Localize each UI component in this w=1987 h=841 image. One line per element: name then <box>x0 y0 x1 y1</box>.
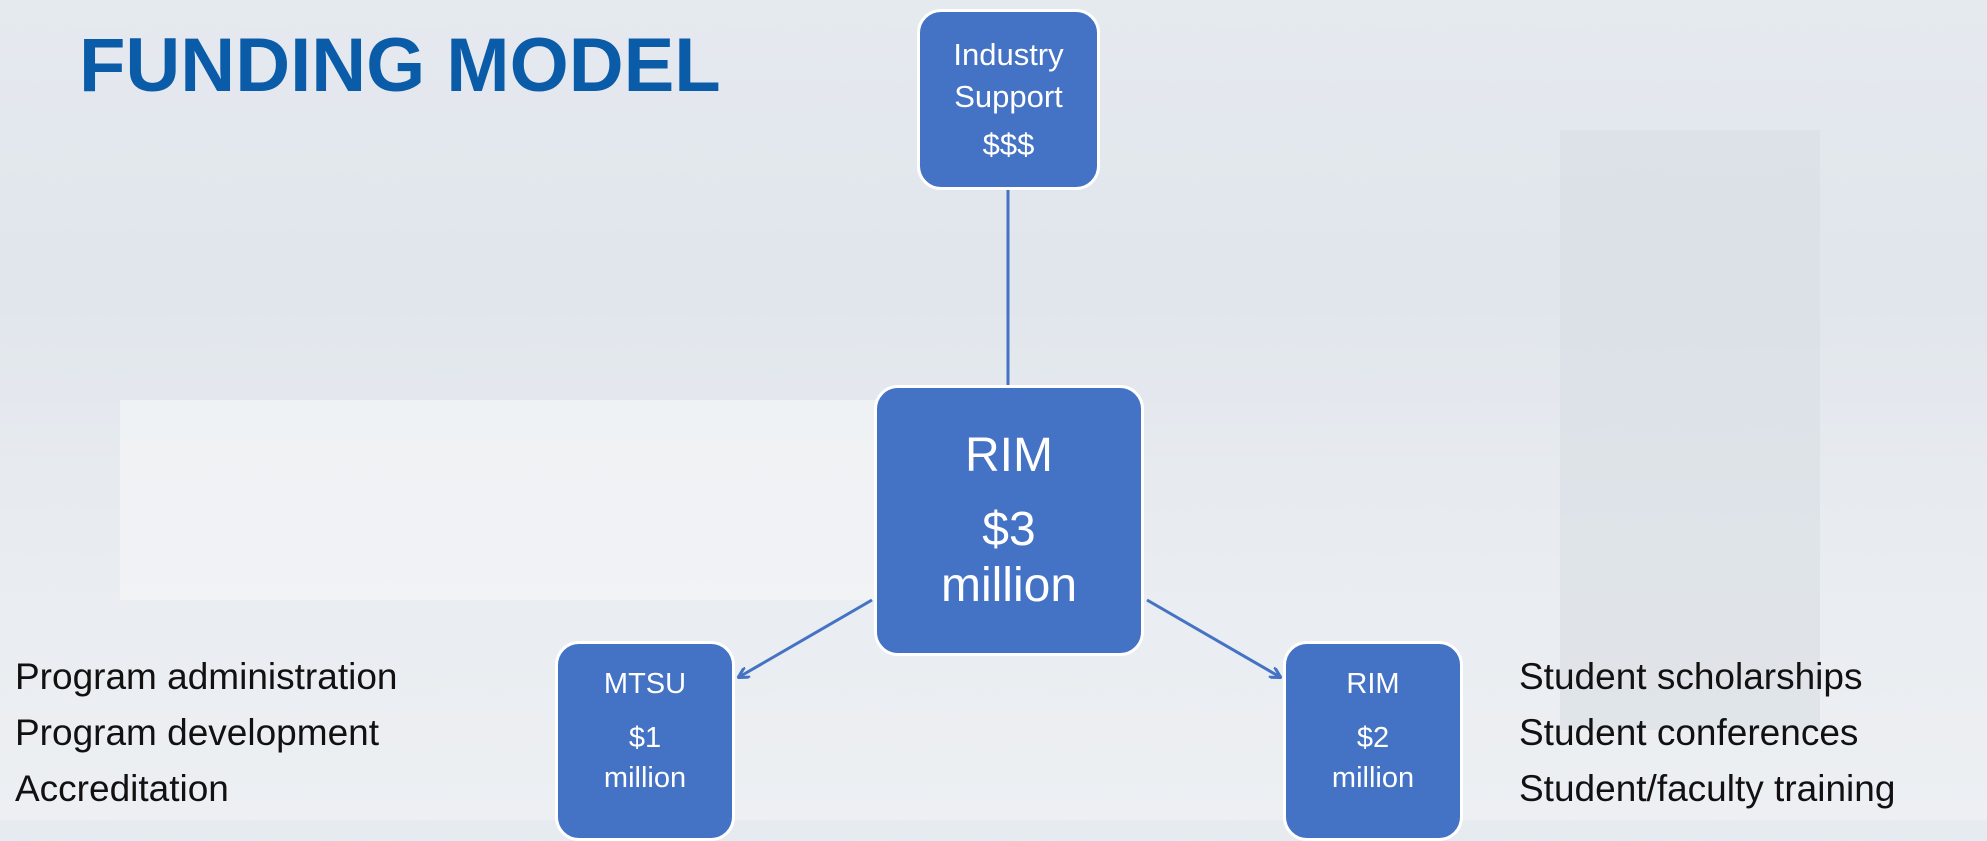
node-box: MTSU $1 million <box>555 641 735 841</box>
arrow <box>1146 598 1280 677</box>
node-amount: $2 million <box>1331 722 1415 794</box>
node-label: RIM <box>965 428 1053 482</box>
list-item: Student scholarships <box>1519 656 1863 697</box>
node-label: RIM <box>1346 668 1400 700</box>
left-list: Program administration Program developme… <box>15 649 397 817</box>
list-item: Accreditation <box>15 768 229 809</box>
node-amount: $$$ <box>982 126 1035 162</box>
background-counter <box>120 400 880 600</box>
list-item: Program development <box>15 712 380 753</box>
slide-title: FUNDING MODEL <box>79 23 721 108</box>
list-item: Student conferences <box>1519 712 1859 753</box>
list-item: Program administration <box>15 656 398 697</box>
right-list: Student scholarships Student conferences… <box>1519 649 1895 817</box>
node-label: MTSU <box>603 668 687 700</box>
background-door <box>1560 130 1820 730</box>
list-item: Student/faculty training <box>1519 768 1896 809</box>
node-box: RIM $3 million <box>874 385 1144 656</box>
arrow <box>739 598 873 677</box>
node-amount: $3 million <box>940 502 1078 612</box>
node-box: Industry Support $$$ <box>917 9 1100 190</box>
node-label: Industry Support <box>953 36 1064 114</box>
node-box: RIM $2 million <box>1283 641 1463 841</box>
node-amount: $1 million <box>603 722 687 794</box>
